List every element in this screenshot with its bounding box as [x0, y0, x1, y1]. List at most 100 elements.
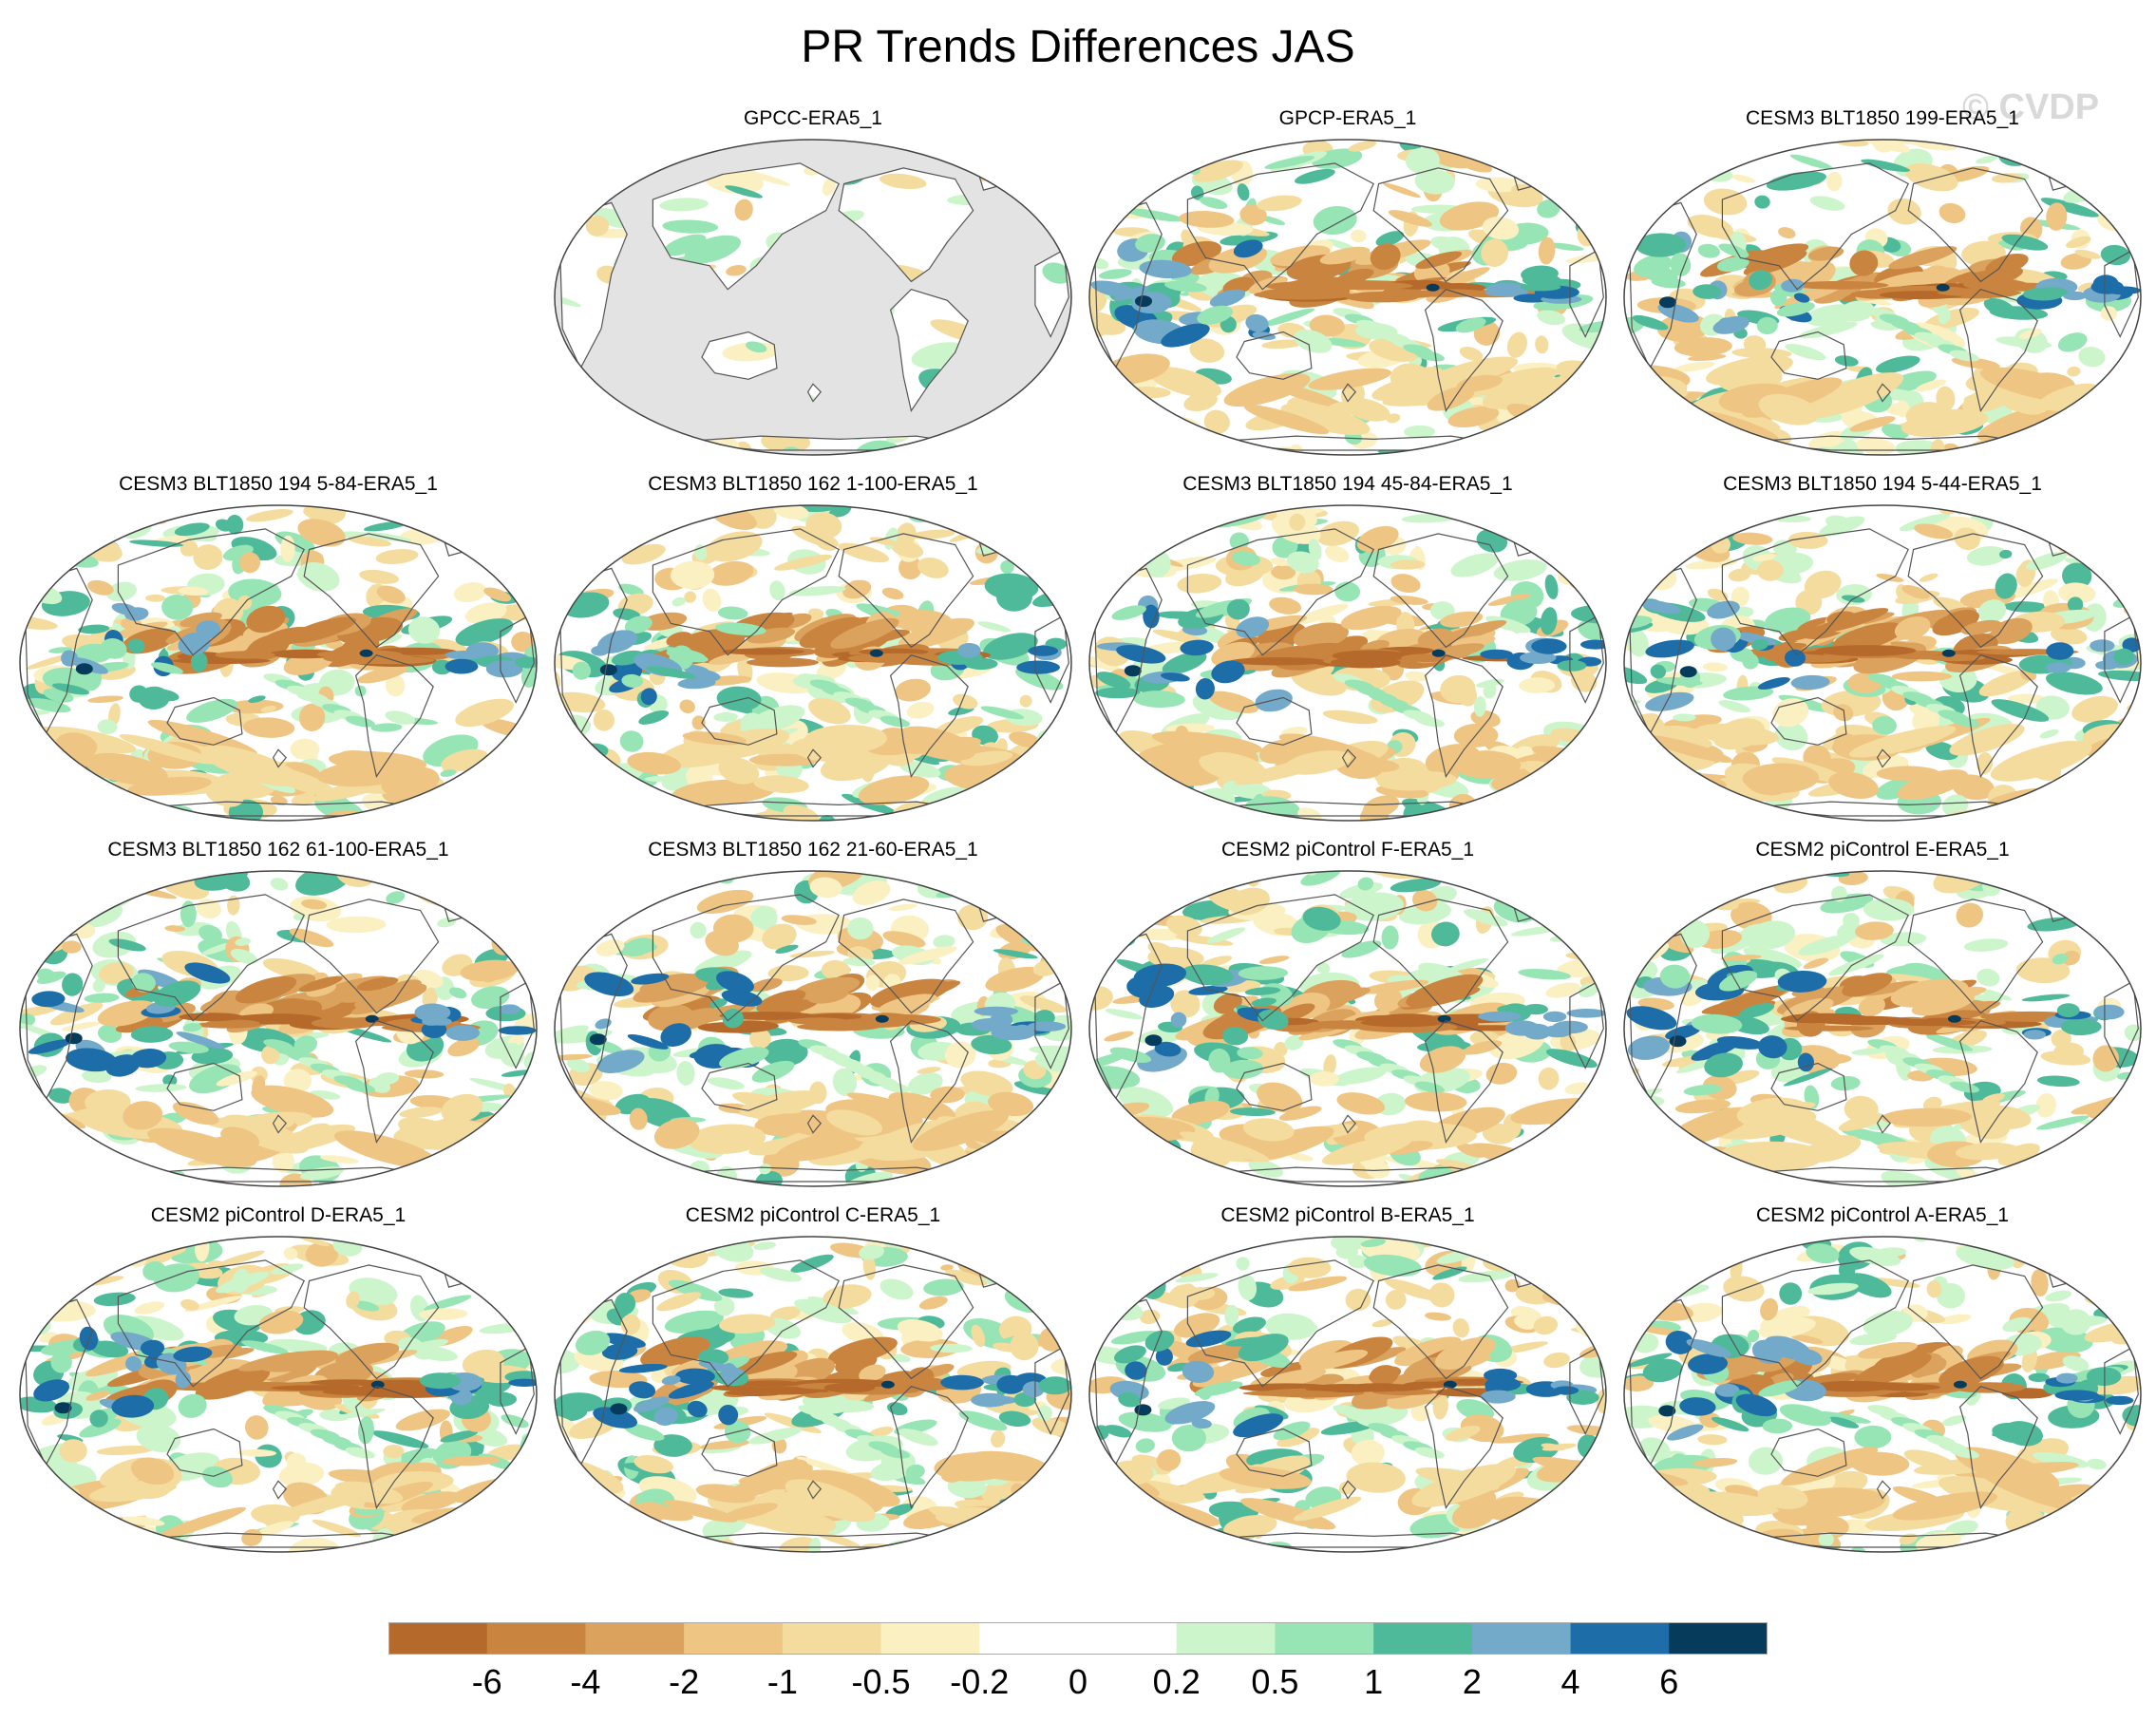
precip-anomaly-patch — [180, 540, 199, 557]
precip-anomaly-patch — [1892, 1491, 1998, 1521]
precip-anomaly-patch — [1206, 505, 1257, 513]
precip-anomaly-patch — [718, 757, 760, 785]
precip-anomaly-patch — [424, 1295, 472, 1312]
precip-anomaly-patch — [1341, 940, 1382, 958]
precip-anomaly-patch — [585, 216, 610, 237]
precip-anomaly-patch — [1624, 1504, 1650, 1521]
precip-anomaly-patch — [162, 1074, 178, 1087]
precip-anomaly-patch — [1665, 1025, 1701, 1040]
coastline — [889, 1020, 969, 1144]
precip-anomaly-patch — [1333, 1067, 1387, 1085]
coastline — [838, 1264, 974, 1380]
precip-anomaly-patch — [1238, 966, 1289, 980]
precip-anomaly-patch — [1259, 1547, 1280, 1552]
map-panel: CESM2 piControl D-ERA5_1 — [14, 1204, 542, 1565]
precip-anomaly-patch — [1447, 957, 1489, 972]
precip-anomaly-patch — [912, 1109, 1010, 1151]
precip-anomaly-patch — [1154, 1041, 1182, 1057]
precip-anomaly-patch — [2052, 953, 2069, 965]
precip-anomaly-patch — [1129, 803, 1184, 814]
coastline — [1721, 162, 1909, 291]
precip-anomaly-patch — [1675, 880, 1728, 900]
precip-anomaly-patch — [773, 505, 809, 520]
precip-anomaly-patch — [79, 1418, 122, 1438]
precip-anomaly-patch — [1926, 1280, 1942, 1298]
precip-anomaly-patch — [1149, 174, 1168, 185]
precip-anomaly-patch — [1124, 1538, 1163, 1552]
precip-anomaly-patch — [1983, 297, 2015, 317]
precip-anomaly-patch — [394, 1448, 439, 1465]
precip-anomaly-patch — [2031, 1269, 2049, 1296]
coastline — [1424, 1020, 1504, 1144]
precip-anomaly-patch — [1116, 645, 1166, 664]
precip-anomaly-patch — [1742, 653, 1759, 670]
precip-anomaly-patch — [879, 1447, 910, 1459]
precip-anomaly-patch — [930, 1343, 973, 1353]
precip-anomaly-patch — [1627, 1353, 1673, 1368]
precip-anomaly-patch — [1214, 506, 1242, 517]
precip-anomaly-patch — [664, 1500, 738, 1523]
precip-anomaly-patch — [305, 1241, 339, 1267]
precip-anomaly-patch — [564, 392, 606, 407]
precip-anomaly-patch — [1701, 142, 1730, 154]
precip-anomaly-patch — [1891, 671, 1953, 682]
precip-anomaly-patch — [414, 1003, 451, 1022]
precip-anomaly-patch — [1938, 289, 2022, 296]
precip-anomaly-patch — [1035, 163, 1069, 188]
precip-anomaly-patch — [918, 1296, 948, 1310]
precip-anomaly-patch — [180, 1298, 199, 1311]
precip-anomaly-patch — [20, 797, 41, 819]
precip-anomaly-patch — [33, 1379, 70, 1402]
precip-anomaly-patch — [1711, 1416, 1749, 1432]
precip-anomaly-patch — [440, 1429, 479, 1443]
coastline — [1372, 167, 1509, 283]
map-panel: CESM2 piControl F-ERA5_1 — [1084, 839, 1612, 1200]
panel-title: CESM2 piControl D-ERA5_1 — [150, 1204, 407, 1226]
precip-anomaly-patch — [1543, 1352, 1570, 1369]
precip-anomaly-patch — [196, 620, 221, 639]
precip-anomaly-patch — [610, 1146, 629, 1164]
precip-anomaly-patch — [1756, 316, 1778, 335]
precip-anomaly-patch — [1039, 1143, 1071, 1169]
precip-anomaly-patch — [483, 890, 499, 907]
precip-anomaly-patch — [1729, 871, 1753, 890]
precip-anomaly-patch — [959, 1450, 1051, 1482]
precip-anomaly-patch — [481, 1537, 503, 1552]
precip-anomaly-patch — [2109, 1151, 2127, 1160]
precip-anomaly-patch — [1995, 1237, 2013, 1241]
precip-anomaly-patch — [2050, 1315, 2108, 1329]
precip-anomaly-patch — [1162, 652, 1207, 674]
precip-anomaly-patch — [2090, 639, 2115, 653]
precip-anomaly-patch — [1585, 803, 1605, 814]
precip-anomaly-patch — [2060, 1018, 2102, 1035]
precip-anomaly-patch — [774, 554, 833, 571]
precip-anomaly-patch — [2071, 152, 2120, 163]
precip-anomaly-patch — [1294, 603, 1349, 625]
precip-anomaly-patch — [1520, 283, 1561, 292]
precip-anomaly-patch — [82, 1069, 112, 1084]
precip-anomaly-patch — [122, 1516, 165, 1526]
precip-anomaly-patch — [1560, 1032, 1577, 1052]
precip-anomaly-patch — [119, 734, 217, 765]
precip-anomaly-patch — [1541, 1443, 1565, 1451]
colorbar-tick-label: 0.2 — [1152, 1662, 1201, 1701]
precip-anomaly-patch — [414, 969, 444, 988]
precip-anomaly-patch — [662, 234, 707, 256]
precip-anomaly-patch — [1155, 1347, 1173, 1366]
precip-anomaly-patch — [1036, 1405, 1053, 1421]
precip-anomaly-patch — [1308, 368, 1392, 390]
precip-anomaly-patch — [960, 1070, 1013, 1097]
precip-anomaly-patch — [859, 1244, 885, 1260]
colorbar-tick-label: 4 — [1560, 1662, 1580, 1701]
precip-anomaly-patch — [709, 998, 728, 1009]
precip-anomaly-patch — [2098, 670, 2141, 682]
coastline — [1372, 533, 1509, 649]
precip-anomaly-patch — [1089, 986, 1113, 1011]
precip-anomaly-patch — [1145, 140, 1200, 148]
map-border — [19, 1236, 538, 1553]
precip-anomaly-patch — [1240, 1498, 1336, 1530]
map-panel: CESM3 BLT1850 162 21-60-ERA5_1 — [549, 839, 1077, 1200]
precip-anomaly-patch — [1195, 677, 1215, 700]
precip-anomaly-patch — [1323, 1054, 1336, 1077]
precip-anomaly-patch — [1033, 1154, 1071, 1174]
